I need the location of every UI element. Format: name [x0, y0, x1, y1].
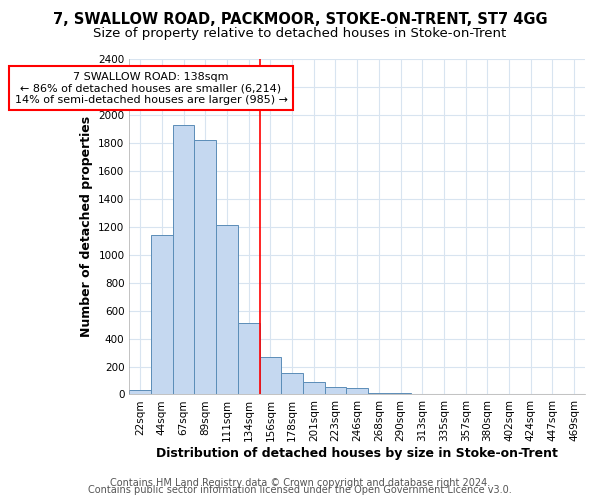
Bar	[303, 382, 325, 394]
Text: 7, SWALLOW ROAD, PACKMOOR, STOKE-ON-TRENT, ST7 4GG: 7, SWALLOW ROAD, PACKMOOR, STOKE-ON-TREN…	[53, 12, 547, 28]
X-axis label: Distribution of detached houses by size in Stoke-on-Trent: Distribution of detached houses by size …	[156, 447, 558, 460]
Text: Contains HM Land Registry data © Crown copyright and database right 2024.: Contains HM Land Registry data © Crown c…	[110, 478, 490, 488]
Bar	[390, 393, 412, 394]
Bar	[260, 358, 281, 395]
Text: 7 SWALLOW ROAD: 138sqm
← 86% of detached houses are smaller (6,214)
14% of semi-: 7 SWALLOW ROAD: 138sqm ← 86% of detached…	[14, 72, 287, 105]
Bar	[216, 226, 238, 394]
Text: Contains public sector information licensed under the Open Government Licence v3: Contains public sector information licen…	[88, 485, 512, 495]
Bar	[173, 124, 194, 394]
Bar	[151, 235, 173, 394]
Y-axis label: Number of detached properties: Number of detached properties	[80, 116, 92, 338]
Bar	[194, 140, 216, 394]
Bar	[368, 393, 390, 394]
Bar	[281, 374, 303, 394]
Bar	[325, 388, 346, 394]
Bar	[238, 323, 260, 394]
Bar	[130, 390, 151, 394]
Text: Size of property relative to detached houses in Stoke-on-Trent: Size of property relative to detached ho…	[94, 28, 506, 40]
Bar	[346, 388, 368, 394]
